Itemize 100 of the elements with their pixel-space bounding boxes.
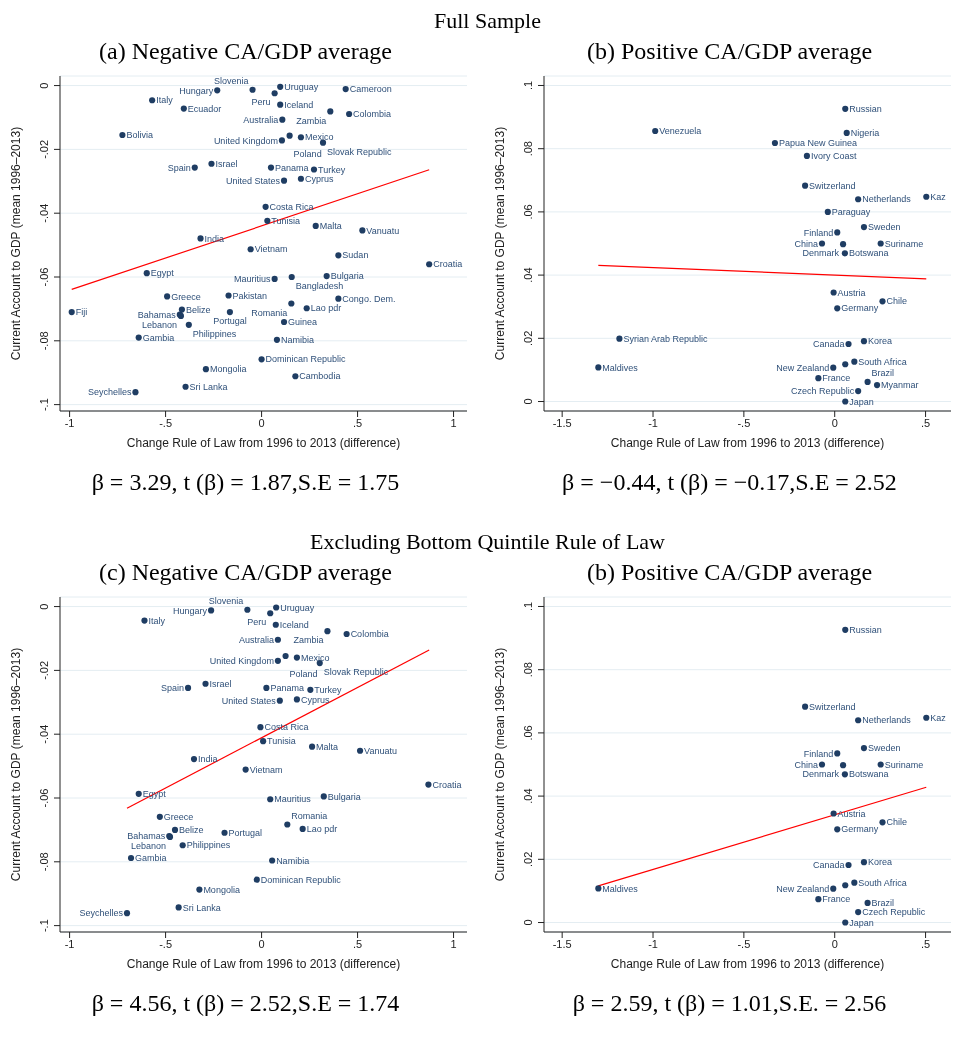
- data-label: Spain: [161, 683, 185, 694]
- point: [293, 696, 300, 703]
- data-label: Turkey: [314, 684, 343, 695]
- point: [247, 246, 254, 253]
- point: [262, 203, 269, 210]
- point: [324, 628, 331, 635]
- point: [258, 356, 265, 363]
- point: [141, 617, 148, 624]
- y-tick-label: -.02: [38, 660, 50, 680]
- point: [127, 854, 135, 862]
- data-label: Japan: [849, 396, 874, 407]
- data-label: Egypt: [150, 268, 175, 279]
- point: [293, 654, 300, 661]
- x-tick-label: -.5: [737, 416, 751, 429]
- point: [202, 366, 209, 373]
- point: [802, 182, 809, 189]
- data-label: Suriname: [884, 759, 924, 770]
- point: [180, 105, 187, 112]
- point: [277, 101, 284, 108]
- data-label: Lao pdr: [306, 824, 338, 835]
- data-label: Uruguay: [280, 602, 315, 613]
- data-label: Sweden: [867, 222, 901, 233]
- data-label: Bahamas: [137, 309, 177, 320]
- point: [830, 289, 837, 296]
- point: [269, 857, 276, 864]
- point: [273, 336, 281, 343]
- point: [308, 743, 316, 750]
- x-tick-label: -1.5: [552, 937, 572, 950]
- y-tick-label: .02: [522, 851, 534, 867]
- point: [425, 781, 432, 788]
- data-label: Mongolia: [203, 884, 240, 895]
- point: [68, 309, 75, 316]
- x-tick-label: 0: [258, 937, 265, 950]
- data-label: India: [204, 233, 225, 244]
- data-label: Slovenia: [214, 75, 249, 86]
- data-label: Brazil: [871, 898, 895, 909]
- data-label: Slovenia: [208, 595, 244, 606]
- point: [923, 714, 930, 721]
- point: [249, 86, 256, 93]
- data-label: Russian: [849, 625, 882, 636]
- x-tick-label: 1: [450, 416, 457, 429]
- data-label: South Africa: [858, 356, 907, 367]
- point: [282, 652, 289, 660]
- point: [274, 636, 281, 643]
- point: [842, 398, 849, 405]
- data-label: Romania: [291, 810, 328, 821]
- data-label: Uruguay: [284, 82, 319, 92]
- data-label: Austria: [837, 287, 866, 298]
- point: [834, 750, 841, 757]
- data-label: Portugal: [228, 827, 263, 838]
- point: [267, 164, 275, 171]
- data-label: Dominican Republic: [265, 354, 347, 365]
- point: [276, 697, 283, 704]
- y-tick-label: .08: [522, 141, 534, 157]
- point: [179, 842, 186, 849]
- y-tick-label: .08: [522, 662, 534, 678]
- point: [802, 703, 809, 710]
- data-label: Poland: [293, 148, 322, 159]
- point: [860, 859, 868, 866]
- y-tick-label: 0: [38, 603, 50, 610]
- data-label: Finland: [803, 227, 834, 238]
- data-label: Mexico: [300, 652, 330, 663]
- data-label: Belize: [179, 825, 204, 836]
- point: [242, 766, 249, 773]
- data-label: Australia: [238, 634, 274, 645]
- point: [280, 318, 288, 326]
- data-label: Vietnam: [254, 244, 288, 255]
- data-label: Romania: [251, 307, 288, 318]
- data-label: Hungary: [173, 605, 208, 616]
- point: [842, 105, 849, 112]
- point: [273, 604, 280, 611]
- data-label: Czech Republic: [862, 907, 926, 918]
- data-label: Japan: [849, 917, 874, 928]
- y-tick-label: -.08: [38, 852, 50, 872]
- point: [149, 97, 156, 104]
- point: [292, 373, 299, 380]
- y-tick-label: .04: [522, 267, 534, 283]
- point: [271, 90, 278, 97]
- data-label: Syrian Arab Republic: [623, 333, 708, 344]
- y-tick-label: .06: [522, 725, 534, 741]
- data-label: Peru: [251, 97, 271, 108]
- data-label: Korea: [867, 336, 892, 347]
- point: [244, 606, 251, 613]
- y-tick-label: -.04: [38, 203, 50, 223]
- point: [202, 680, 209, 687]
- data-label: Turkey: [317, 164, 346, 175]
- data-label: Zambia: [293, 635, 324, 646]
- data-label: Poland: [289, 669, 318, 680]
- data-label: Chile: [886, 817, 908, 828]
- data-label: Costa Rica: [269, 201, 314, 212]
- data-label: Netherlands: [862, 194, 912, 205]
- data-label: Vanuatu: [366, 225, 400, 236]
- data-label: Bahamas: [127, 831, 166, 842]
- point: [815, 375, 822, 382]
- data-label: United States: [226, 175, 281, 186]
- point: [132, 389, 139, 396]
- chart-title: (c) Negative CA/GDP average: [98, 559, 393, 587]
- y-tick-label: .1: [522, 80, 534, 91]
- point: [253, 876, 260, 883]
- text: β = −0.44, t (β) = −0.17,S.E = 2.52: [561, 469, 898, 497]
